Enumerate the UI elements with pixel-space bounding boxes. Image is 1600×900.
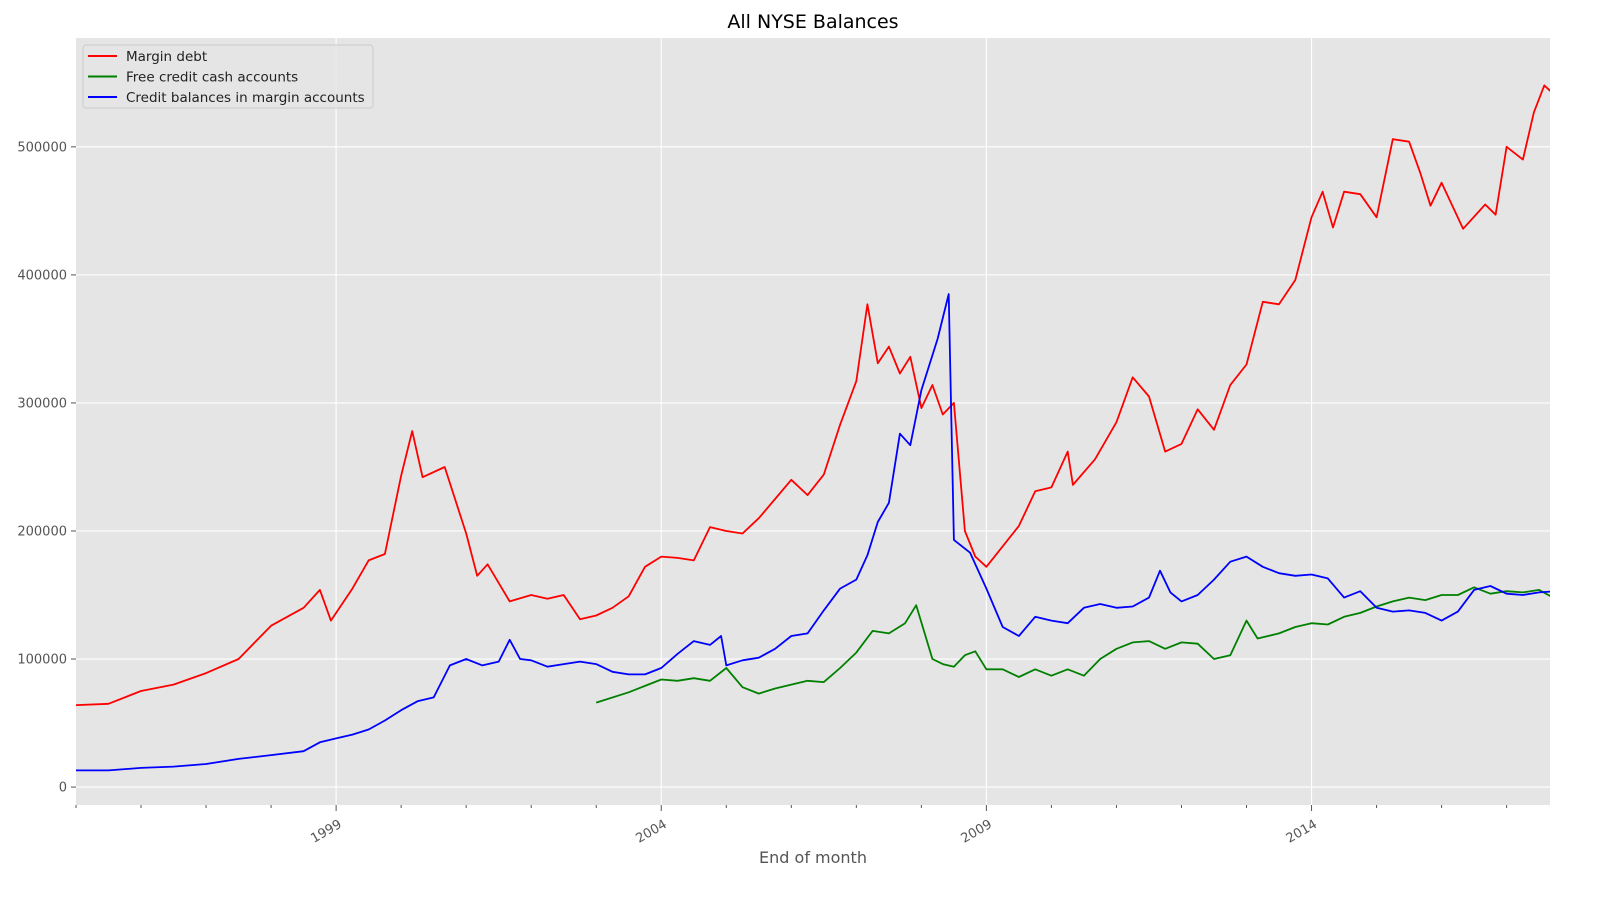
legend-box (82, 44, 374, 109)
series-layer (76, 84, 1550, 772)
x-axis-label: End of month (759, 848, 867, 867)
y-tick-label: 300000 (17, 396, 67, 411)
y-tick-label: 0 (59, 781, 67, 796)
legend-label: Free credit cash accounts (126, 70, 298, 86)
legend-label: Credit balances in margin accounts (126, 90, 365, 106)
series-line-3 (76, 293, 1550, 772)
y-tick-label: 200000 (17, 524, 67, 539)
series-line-1 (76, 84, 1550, 706)
plot-area (76, 38, 1550, 805)
legend-label: Margin debt (126, 49, 207, 65)
series-line-2 (595, 586, 1550, 704)
y-tick-label: 100000 (17, 653, 67, 668)
y-axis: 0 100000 200000 300000 400000 500000 (17, 140, 76, 796)
gridlines (76, 38, 1550, 805)
legend: Margin debt Free credit cash accounts Cred… (82, 44, 374, 109)
y-tick-label: 500000 (17, 140, 67, 155)
y-tick-label: 400000 (17, 268, 67, 283)
chart-title: All NYSE Balances (727, 11, 898, 33)
